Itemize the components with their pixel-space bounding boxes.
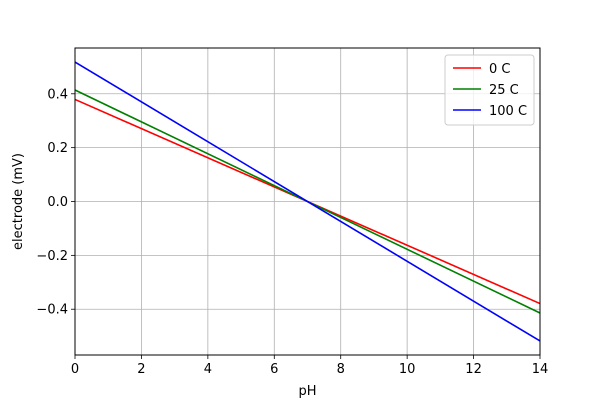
x-tick-label: 12 [465,362,482,377]
y-tick-label: 0.2 [47,141,68,156]
y-tick-label: −0.2 [36,249,68,264]
tick-layer: 0 2 4 6 8 10 12 14 −0.4 −0.2 0.0 0.2 0.4 [36,87,548,377]
x-axis-label: pH [298,384,316,399]
series-line [74,61,541,342]
x-tick-label: 14 [532,362,549,377]
legend-box [444,54,535,126]
legend-label: 0 C [489,62,510,77]
series-layer [74,61,541,342]
y-tick-label: 0.4 [47,87,68,102]
x-tick-label: 2 [137,362,145,377]
x-tick-label: 8 [337,362,345,377]
x-tick-label: 0 [71,362,79,377]
legend-label: 100 C [489,104,527,119]
y-tick-label: 0.0 [47,195,68,210]
legend: 0 C 25 C 100 C [444,54,535,126]
x-tick-label: 4 [204,362,212,377]
y-axis-label: electrode (mV) [11,153,26,250]
legend-label: 25 C [489,83,519,98]
y-tick-label: −0.4 [36,303,68,318]
x-tick-label: 6 [270,362,278,377]
x-tick-label: 10 [399,362,416,377]
